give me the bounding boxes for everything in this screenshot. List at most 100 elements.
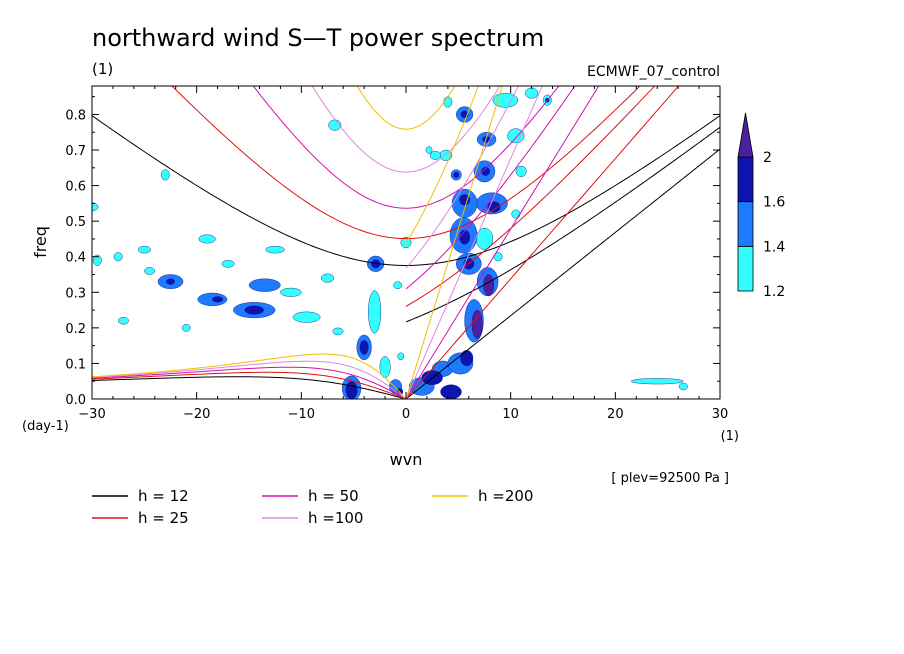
x-axis-label: wvn [390,450,423,469]
rossby-curve-h200 [92,353,407,399]
gravity-curve-h25 [171,86,641,240]
rossby-curve-h12 [92,376,407,399]
contour-region [471,309,483,339]
contour-region [144,267,155,275]
contour-region [181,324,191,332]
kelvin-curve-h25 [405,86,680,399]
mrg-curve-h50 [405,86,576,290]
contour-region [160,169,170,181]
contour-region [397,352,405,361]
contour-region [630,378,684,385]
legend-label-h12: h = 12 [138,487,189,505]
x-tick-label: −10 [288,407,315,422]
dispersion-curve-layer [92,86,720,399]
chart-title: northward wind S—T power spectrum [92,24,544,52]
legend-label-h200: h =200 [478,487,533,505]
legend-label-h100: h =100 [308,509,363,527]
contour-region [345,381,358,399]
rossby-curve-h25 [92,371,407,399]
model-label: ECMWF_07_control [587,64,720,80]
colorbar: 1.2 1.4 1.6 2 [737,112,785,300]
legend: h = 12 h = 25 h = 50 h =100 h =200 [92,487,533,527]
contour-region [459,194,471,206]
contour-region [244,305,264,315]
contour-region [511,209,521,219]
contour-region [212,296,224,303]
contour-region [248,278,281,292]
kelvin-curve-h100 [405,86,543,399]
mrg-curve-h200 [405,86,480,244]
contour-region [507,128,525,144]
x-tick-label: −20 [183,407,210,422]
x-tick-label: 10 [502,407,519,422]
y-tick-label: 0.2 [65,322,86,337]
contour-region [359,340,369,355]
mrg-curve-h12 [405,126,720,323]
y-tick-label: 0.4 [65,251,86,266]
contour-region [393,281,403,289]
contour-region [198,234,216,244]
contour-region [429,150,441,160]
x-units-label: (1) [721,429,739,444]
colorbar-label: 1.6 [763,195,785,211]
contour-region [166,278,175,285]
y-tick-label: 0.8 [65,108,86,123]
x-tick-label: 0 [402,407,410,422]
contour-region [92,202,99,212]
contour-region [117,316,129,325]
contour-region [113,252,123,262]
contour-region [332,327,344,336]
units-label: (1) [92,60,113,78]
y-axis-label: freq [31,226,50,258]
contour-region [483,274,495,297]
y-tick-label: 0.3 [65,286,86,301]
contour-region [280,287,302,297]
rossby-curve-h50 [92,366,407,399]
x-tick-label: 30 [712,407,729,422]
contour-region [321,273,334,283]
colorbar-swatch [737,201,754,247]
y-tick-label: 0.6 [65,180,86,195]
colorbar-swatch [737,156,754,203]
kelvin-curve-h200 [405,86,503,399]
x-tick-label: 20 [607,407,624,422]
colorbar-overflow-triangle [737,112,754,158]
contour-region [92,254,102,266]
contour-region [265,245,285,254]
rossby-curve-h100 [92,360,407,399]
colorbar-label: 1.2 [763,284,785,300]
legend-label-h25: h = 25 [138,509,189,527]
y-tick-label: 0.7 [65,144,86,159]
mrg-curve-h25 [405,86,656,307]
contour-region [292,311,321,323]
contour-region [221,260,235,268]
legend-label-h50: h = 50 [308,487,359,505]
contour-region [481,166,490,176]
colorbar-swatch [737,245,754,292]
contour-region [440,384,462,399]
y-tick-label: 0.1 [65,357,86,372]
y-units-label: (day-1) [22,419,69,434]
gravity-curve-h12 [92,115,720,266]
contour-region [678,382,688,391]
plev-label: [ plev=92500 Pa ] [611,471,729,486]
contour-region [525,87,539,99]
contour-region [459,229,471,245]
contour-region [425,146,433,154]
contour-region [137,245,151,254]
kelvin-curve-h50 [405,86,600,399]
kelvin-curve-h12 [405,148,720,399]
gravity-curve-h200 [356,86,456,130]
axis-ticks: −30 −20 −10 0 10 20 30 0.0 0.1 0.2 0.3 0.4 0.5 0.6 0.7… [65,86,728,422]
y-tick-label: 0.0 [65,393,86,408]
y-tick-label: 0.5 [65,215,86,230]
contour-region [460,350,474,367]
contour-region [368,290,382,334]
gravity-curve-h100 [311,86,501,173]
colorbar-label: 2 [763,150,772,166]
contour-region [515,165,527,177]
x-tick-label: −30 [78,407,105,422]
contour-region [443,96,453,108]
colorbar-label: 1.4 [763,239,785,255]
